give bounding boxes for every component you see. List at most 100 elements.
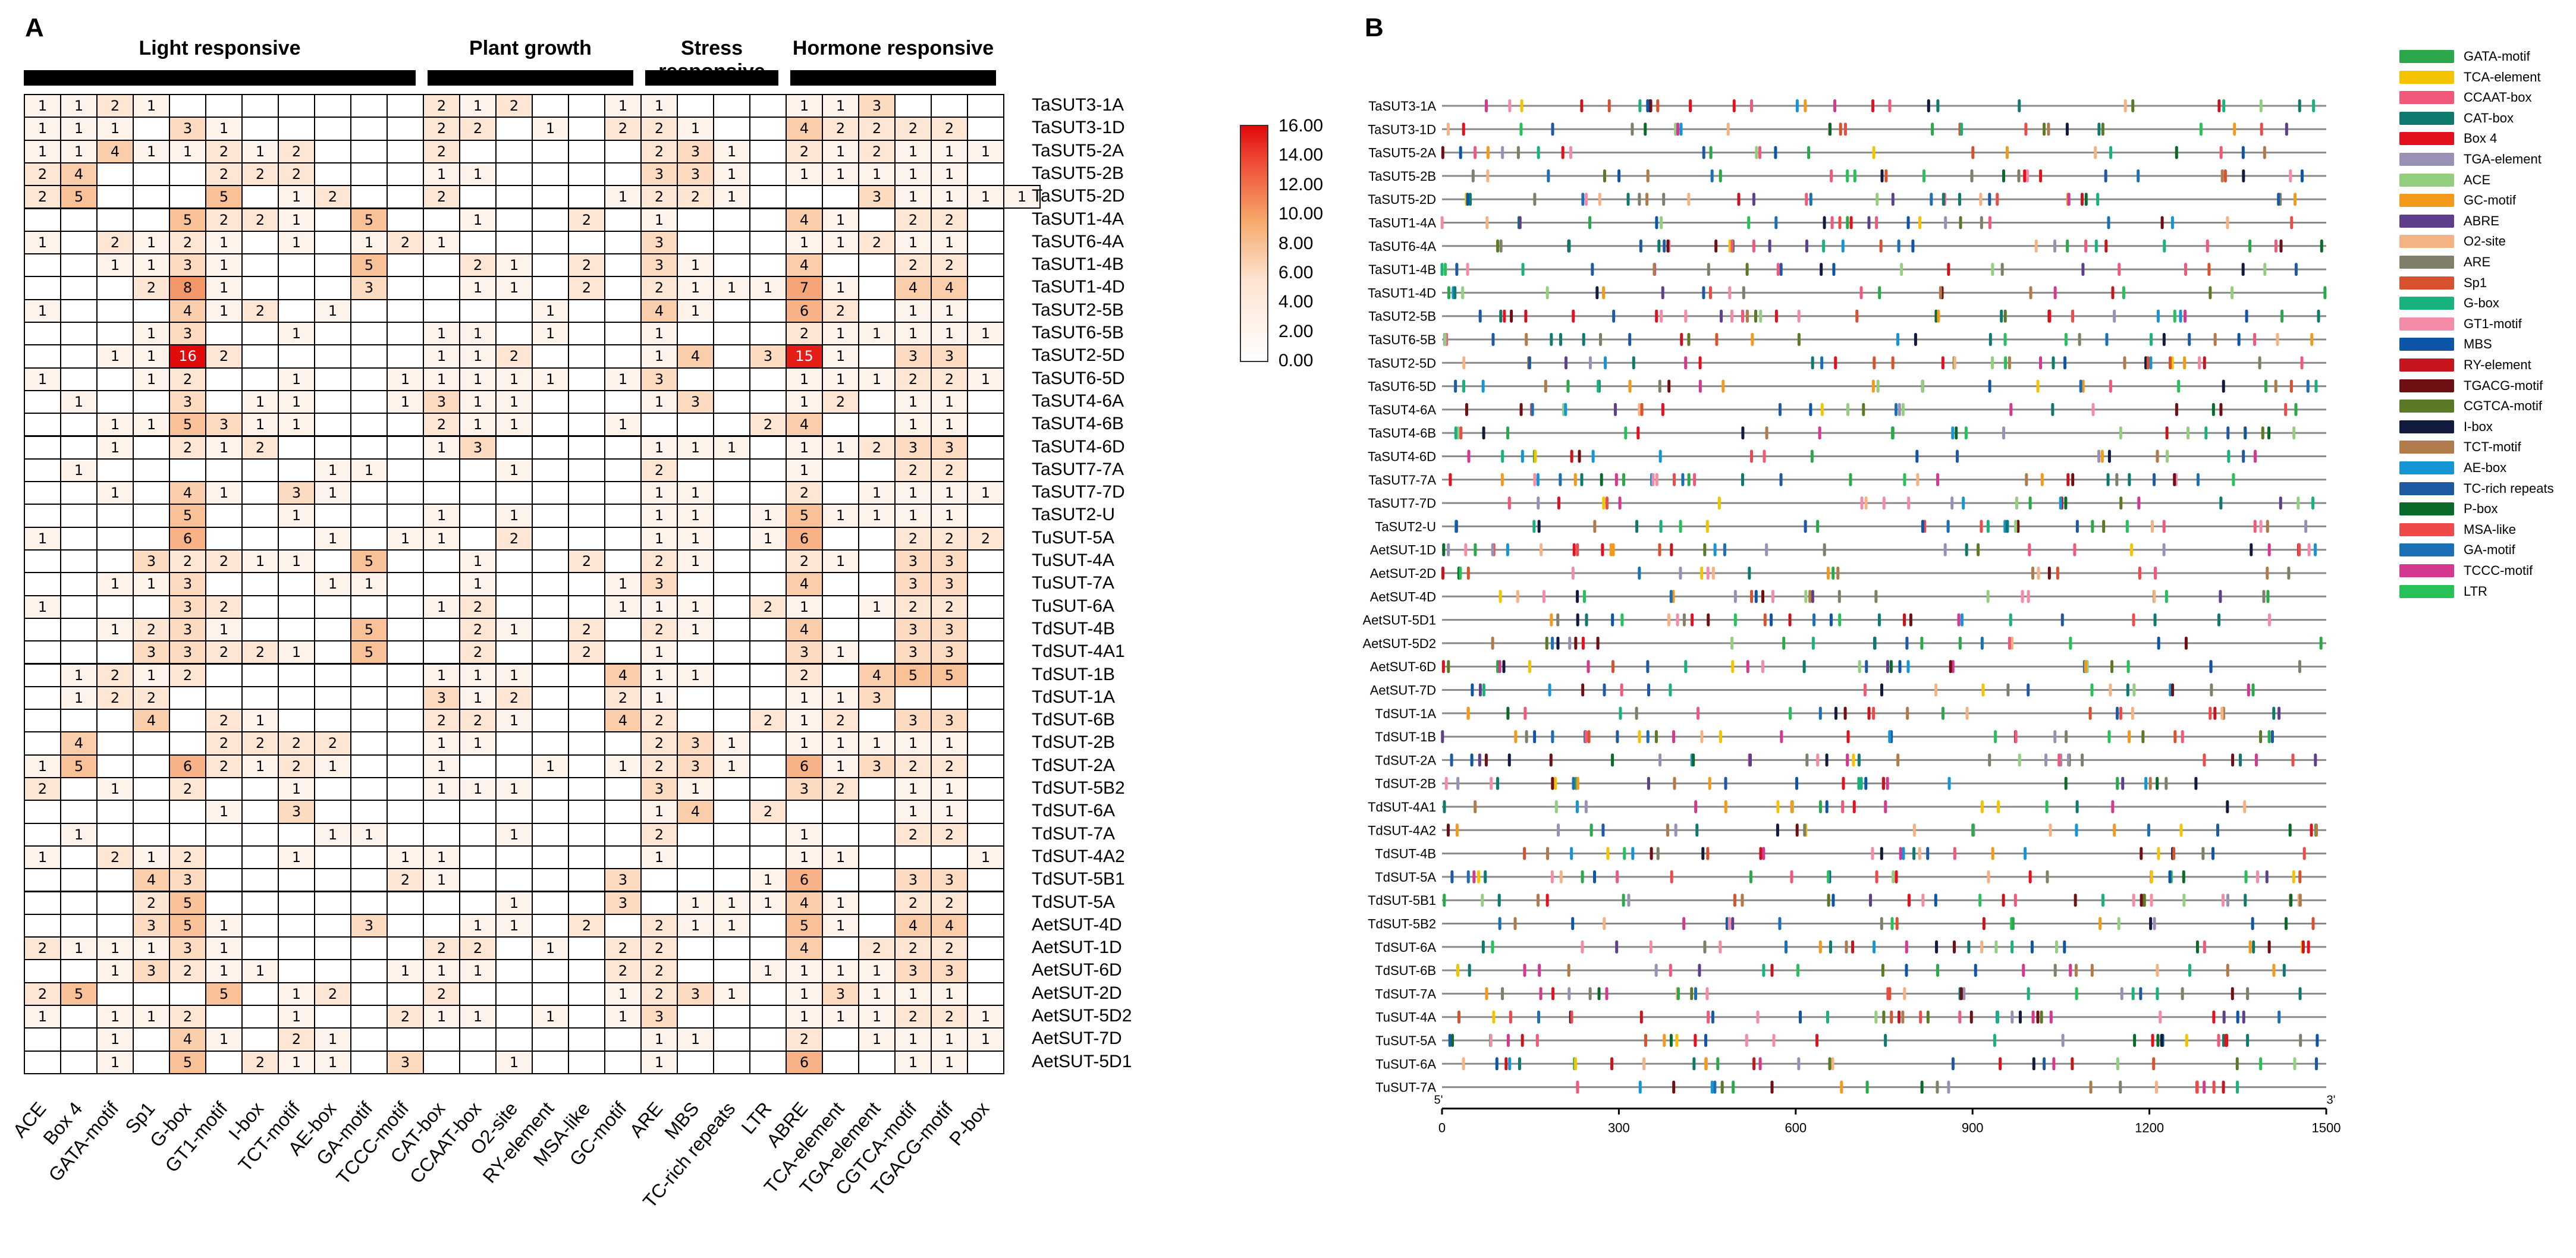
element-mark — [1832, 894, 1835, 907]
gene-label: TaSUT4-6B — [1368, 426, 1436, 441]
element-mark — [1730, 636, 1734, 650]
element-mark — [1751, 333, 1754, 346]
element-mark — [1538, 964, 1541, 977]
heatmap-cell: 1 — [786, 685, 823, 710]
element-mark — [2132, 613, 2135, 627]
element-mark — [2057, 753, 2061, 767]
element-mark — [1611, 660, 1614, 674]
element-mark — [1745, 263, 1749, 276]
element-mark — [2154, 567, 2157, 580]
element-mark — [1467, 449, 1471, 463]
element-mark — [2139, 987, 2143, 1001]
element-mark — [2282, 964, 2286, 977]
element-mark — [2043, 122, 2046, 136]
element-mark — [1684, 309, 1688, 323]
element-mark — [1598, 193, 1601, 206]
element-mark — [2302, 847, 2306, 860]
element-mark — [2153, 473, 2156, 486]
element-mark — [2165, 426, 2169, 440]
element-mark — [1524, 309, 1528, 323]
heatmap-cell — [604, 777, 642, 801]
heatmap-cell: 3 — [133, 549, 170, 574]
element-mark — [2300, 169, 2304, 183]
element-mark — [2184, 309, 2187, 323]
element-mark — [2097, 449, 2101, 463]
element-mark — [1884, 169, 1888, 183]
heatmap-cell — [532, 230, 569, 255]
element-mark — [1873, 356, 1876, 370]
element-mark — [2036, 379, 2040, 393]
category-bar — [645, 70, 778, 86]
element-mark — [1602, 286, 1606, 300]
element-mark — [2222, 1010, 2226, 1024]
element-mark — [1510, 309, 1513, 323]
element-mark — [1456, 964, 1460, 977]
element-mark — [1897, 239, 1900, 253]
element-mark — [1941, 356, 1944, 370]
heatmap-cell: 1 — [423, 777, 460, 801]
element-mark — [1628, 379, 1632, 393]
element-mark — [1450, 753, 1453, 767]
heatmap-cell — [495, 481, 533, 505]
element-mark — [2027, 987, 2030, 1001]
element-mark — [2053, 730, 2057, 744]
element-mark — [2292, 870, 2295, 883]
legend-swatch — [2399, 153, 2454, 166]
element-mark — [1911, 239, 1915, 253]
element-mark — [2046, 870, 2049, 883]
element-mark — [1942, 706, 1945, 720]
element-mark — [1727, 917, 1731, 930]
element-mark — [1504, 1057, 1508, 1071]
element-mark — [2079, 379, 2082, 393]
element-mark — [1936, 1080, 1939, 1094]
element-mark — [2091, 520, 2094, 533]
heatmap-cell: 2 — [314, 185, 351, 209]
heatmap-cell — [967, 298, 1004, 323]
element-mark — [2053, 239, 2057, 253]
heatmap-cell: 1 — [459, 94, 497, 118]
element-mark — [1687, 193, 1691, 206]
element-mark — [1818, 940, 1822, 954]
element-mark — [2104, 169, 2107, 183]
element-mark — [1441, 730, 1444, 744]
element-mark — [1618, 496, 1622, 510]
element-mark — [1638, 99, 1642, 112]
heatmap-cell — [350, 777, 388, 801]
element-mark — [2029, 286, 2032, 300]
x-tick-label: 1200 — [2135, 1121, 2164, 1136]
element-mark — [1523, 847, 1526, 860]
element-mark — [1795, 776, 1799, 790]
element-mark — [1728, 286, 1732, 300]
element-mark — [1962, 496, 1965, 510]
element-mark — [1551, 776, 1554, 790]
element-mark — [2162, 543, 2166, 556]
element-mark — [1640, 402, 1644, 416]
element-mark — [1833, 99, 1837, 112]
element-mark — [2116, 776, 2119, 790]
heatmap-cell — [713, 207, 750, 232]
element-mark — [2122, 286, 2125, 300]
heatmap-cell: 5 — [60, 754, 98, 778]
element-mark — [1597, 987, 1601, 1001]
element-mark — [1472, 870, 1476, 883]
gene-label: TaSUT7-7D — [1368, 496, 1436, 511]
element-mark — [2101, 894, 2104, 907]
heatmap-cell — [858, 549, 896, 574]
element-mark — [1470, 753, 1474, 767]
element-mark — [1587, 730, 1591, 744]
element-mark — [1631, 122, 1634, 136]
element-mark — [2154, 1080, 2158, 1094]
element-mark — [1953, 356, 1956, 370]
element-mark — [1491, 636, 1494, 650]
element-mark — [1936, 99, 1940, 112]
element-mark — [1796, 964, 1800, 977]
element-mark — [1690, 987, 1694, 1001]
element-mark — [1599, 333, 1603, 346]
element-mark — [1638, 193, 1641, 206]
element-mark — [2310, 333, 2314, 346]
element-mark — [2065, 730, 2068, 744]
element-mark — [1703, 940, 1707, 954]
element-mark — [1481, 940, 1485, 954]
element-mark — [2170, 216, 2174, 229]
element-mark — [2292, 426, 2296, 440]
